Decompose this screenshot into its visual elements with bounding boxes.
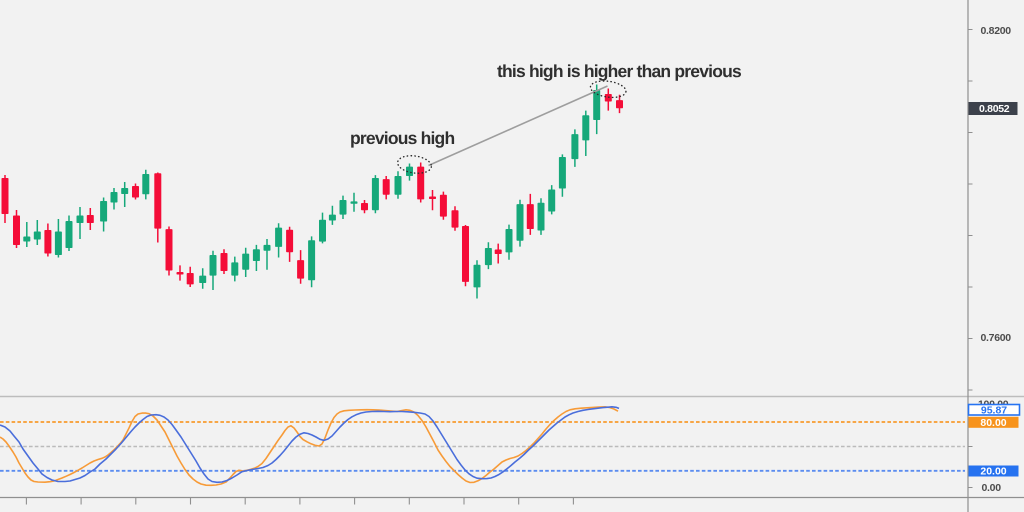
svg-text:0.00: 0.00 — [982, 482, 1002, 494]
svg-text:20.00: 20.00 — [980, 466, 1006, 478]
svg-text:0.7600: 0.7600 — [981, 332, 1012, 344]
svg-text:0.8052: 0.8052 — [979, 103, 1010, 115]
svg-text:95.87: 95.87 — [981, 405, 1007, 417]
svg-text:80.00: 80.00 — [980, 417, 1006, 429]
svg-text:0.8200: 0.8200 — [981, 25, 1012, 37]
svg-text:this high is higher than previ: this high is higher than previous — [497, 61, 742, 81]
svg-text:previous high: previous high — [350, 128, 454, 148]
